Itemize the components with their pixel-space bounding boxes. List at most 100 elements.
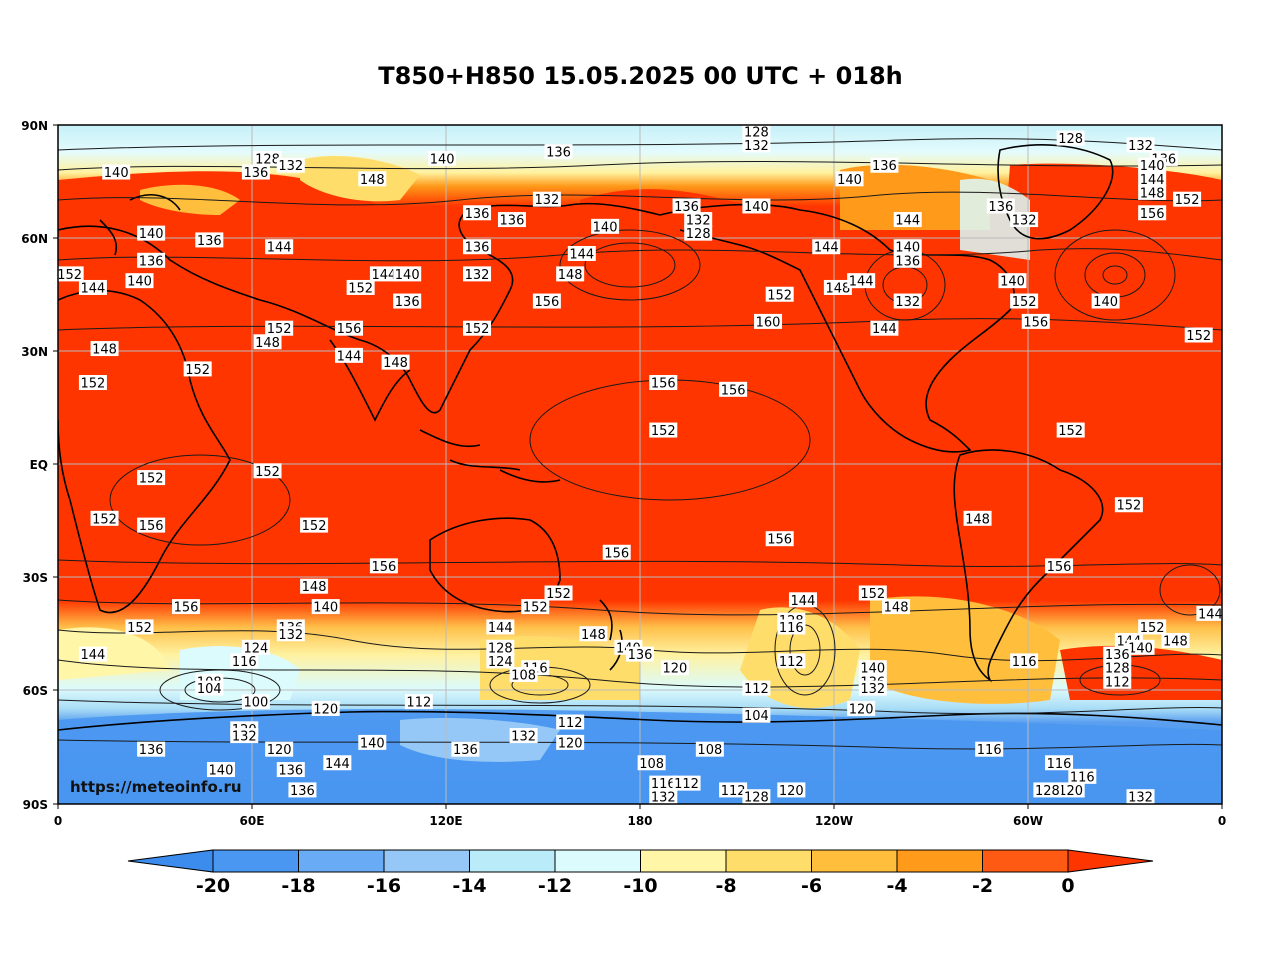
height-label-text: 112 bbox=[744, 682, 769, 697]
height-contour-label: 136 bbox=[544, 144, 573, 161]
height-label-bg bbox=[300, 517, 329, 533]
height-label-bg bbox=[649, 789, 678, 805]
height-label-text: 136 bbox=[465, 241, 490, 256]
height-label-text: 128 bbox=[744, 125, 769, 140]
height-contour-label: 136 bbox=[137, 252, 166, 269]
height-label-bg bbox=[1138, 184, 1167, 200]
height-label-text: 136 bbox=[500, 214, 525, 229]
height-label-text: 140 bbox=[593, 220, 618, 235]
height-contour-label: 140 bbox=[393, 266, 422, 283]
height-label-bg bbox=[858, 585, 887, 601]
colorbar-segment bbox=[554, 849, 641, 873]
height-label-bg bbox=[393, 266, 422, 282]
height-label-bg bbox=[206, 762, 235, 778]
height-contour-label: 112 bbox=[672, 775, 701, 792]
height-label-text: 140 bbox=[1000, 275, 1025, 290]
height-label-bg bbox=[1068, 768, 1097, 784]
height-label-text: 144 bbox=[1140, 173, 1165, 188]
colorbar-tick-label: -14 bbox=[452, 875, 486, 897]
height-label-text: 156 bbox=[139, 519, 164, 534]
height-contour-label: 128 bbox=[1056, 130, 1085, 147]
height-label-bg bbox=[777, 619, 806, 635]
height-label-bg bbox=[183, 361, 212, 377]
lat-label-90n: 90N bbox=[21, 119, 48, 133]
height-label-text: 124 bbox=[488, 655, 513, 670]
height-label-bg bbox=[265, 741, 294, 757]
height-contour-label: 140 bbox=[428, 150, 457, 167]
height-label-text: 144 bbox=[814, 241, 839, 256]
height-contour-label: 152 bbox=[765, 286, 794, 303]
height-label-text: 136 bbox=[139, 743, 164, 758]
height-label-text: 140 bbox=[127, 275, 152, 290]
lat-label-90s: 90S bbox=[23, 798, 48, 812]
height-label-text: 132 bbox=[278, 628, 303, 643]
height-label-text: 152 bbox=[651, 424, 676, 439]
height-contour-label: 136 bbox=[276, 762, 305, 779]
height-label-bg bbox=[358, 734, 387, 750]
height-contour-label: 112 bbox=[556, 714, 585, 731]
height-label-text: 120 bbox=[663, 662, 688, 677]
height-label-bg bbox=[544, 585, 573, 601]
height-label-text: 152 bbox=[523, 601, 548, 616]
height-contour-label: 156 bbox=[335, 320, 363, 337]
height-contour-label: 156 bbox=[765, 531, 794, 548]
height-label-text: 132 bbox=[860, 682, 885, 697]
height-label-bg bbox=[742, 198, 771, 214]
height-contour-label: 144 bbox=[567, 246, 596, 263]
colorbar-segment bbox=[725, 849, 812, 873]
height-label-text: 148 bbox=[1140, 186, 1165, 201]
height-contour-label: 152 bbox=[649, 422, 678, 439]
height-label-text: 144 bbox=[325, 757, 350, 772]
height-contour-label: 120 bbox=[311, 700, 340, 717]
height-label-bg bbox=[288, 782, 317, 798]
height-label-bg bbox=[404, 694, 433, 710]
height-label-bg bbox=[1138, 205, 1167, 221]
height-label-bg bbox=[591, 218, 620, 234]
height-label-bg bbox=[695, 741, 724, 757]
height-contour-label: 148 bbox=[300, 578, 329, 595]
height-contour-label: 140 bbox=[1126, 639, 1155, 656]
height-label-text: 152 bbox=[255, 465, 280, 480]
height-label-bg bbox=[1103, 660, 1132, 676]
height-label-bg bbox=[1091, 293, 1120, 309]
height-label-text: 152 bbox=[546, 587, 571, 602]
height-contour-label: 128 bbox=[742, 123, 771, 140]
height-label-text: 152 bbox=[465, 322, 490, 337]
height-label-bg bbox=[1126, 789, 1155, 805]
height-label-text: 148 bbox=[825, 281, 850, 296]
height-contour-label: 136 bbox=[137, 741, 166, 758]
height-label-text: 128 bbox=[488, 641, 513, 656]
colorbar-tick-label: -8 bbox=[715, 875, 736, 897]
height-contour-label: 136 bbox=[497, 212, 526, 229]
height-contour-label: 116 bbox=[975, 741, 1004, 758]
height-contour-label: 136 bbox=[451, 741, 480, 758]
height-label-text: 140 bbox=[139, 227, 164, 242]
height-label-text: 148 bbox=[965, 512, 990, 527]
height-label-bg bbox=[719, 381, 748, 397]
height-contour-label: 140 bbox=[206, 762, 235, 779]
height-label-bg bbox=[986, 198, 1015, 214]
lon-label-120w: 120W bbox=[815, 814, 853, 828]
height-label-text: 132 bbox=[744, 139, 769, 154]
height-label-text: 160 bbox=[756, 315, 781, 330]
height-contour-label: 152 bbox=[858, 585, 887, 602]
height-label-bg bbox=[532, 293, 561, 309]
lon-label-60w: 60W bbox=[1013, 814, 1043, 828]
height-label-bg bbox=[509, 728, 538, 744]
height-label-text: 116 bbox=[1047, 757, 1072, 772]
height-label-text: 136 bbox=[197, 234, 222, 249]
height-contour-label: 152 bbox=[300, 517, 329, 534]
height-label-bg bbox=[1103, 673, 1132, 689]
height-label-text: 132 bbox=[686, 214, 711, 229]
height-label-bg bbox=[858, 680, 887, 696]
height-label-bg bbox=[556, 714, 585, 730]
height-label-text: 144 bbox=[81, 648, 106, 663]
height-label-text: 140 bbox=[860, 662, 885, 677]
height-label-text: 112 bbox=[1105, 675, 1130, 690]
height-label-text: 148 bbox=[581, 628, 606, 643]
height-label-text: 156 bbox=[767, 533, 792, 548]
height-label-text: 132 bbox=[534, 193, 559, 208]
height-contour-label: 116 bbox=[1068, 768, 1097, 785]
colorbar-extend-low bbox=[127, 849, 214, 873]
